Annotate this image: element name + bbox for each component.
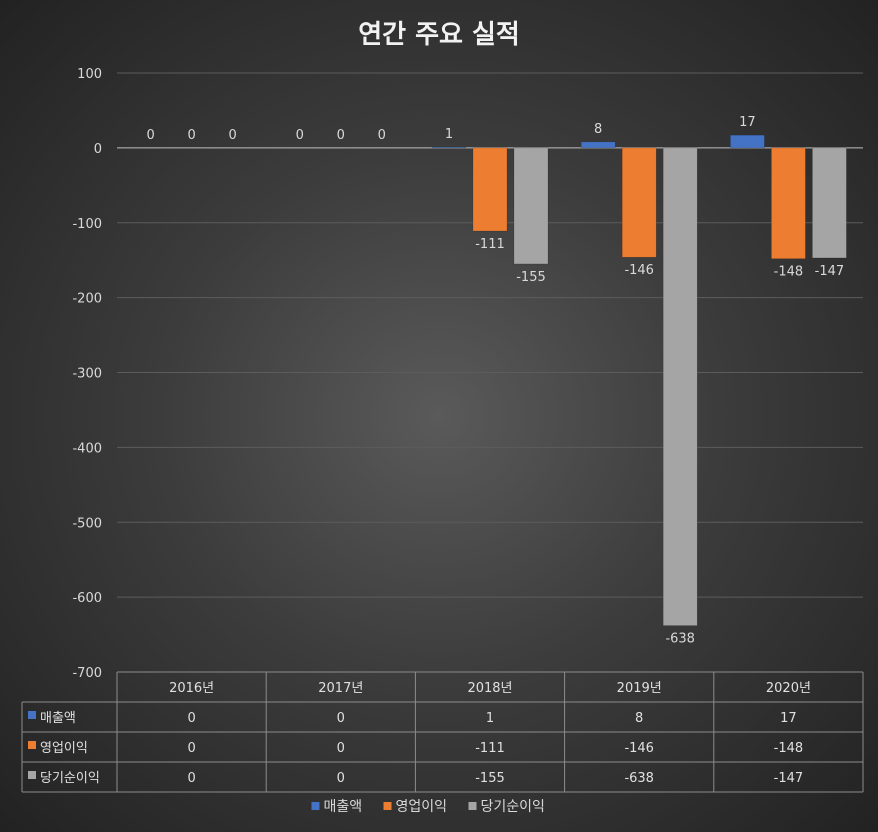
y-tick-label: -500 <box>72 516 102 531</box>
y-tick-label: 0 <box>94 142 102 157</box>
legend-label: 영업이익 <box>396 799 448 815</box>
data-label: -146 <box>624 263 654 278</box>
table-cell: 0 <box>187 741 195 756</box>
y-tick-label: -100 <box>72 217 102 232</box>
bar <box>812 147 847 259</box>
data-label: 8 <box>594 122 602 137</box>
legend: 매출액 영업이익 당기순이익 <box>311 799 545 815</box>
data-label: -148 <box>774 265 804 280</box>
data-label: -155 <box>516 270 546 285</box>
legend-label: 당기순이익 <box>481 799 545 815</box>
table-cell: 0 <box>187 771 195 786</box>
bar <box>662 147 698 626</box>
y-tick-label: 100 <box>77 67 102 82</box>
data-labels: 0 0 0 0 0 0 1 -111 -155 8 -146 -638 17 -148 -147 <box>146 115 844 646</box>
y-axis-ticks: 100 0 -100 -200 -300 -400 -500 -600 -700 <box>72 67 102 681</box>
table-cell: 0 <box>187 711 195 726</box>
bar <box>580 141 616 149</box>
table-cell: 0 <box>337 771 345 786</box>
bar <box>730 134 765 149</box>
table-cell: -111 <box>475 741 505 756</box>
legend-key <box>383 802 392 810</box>
data-label: 0 <box>146 128 154 143</box>
table-header-cell: 2017년 <box>318 681 363 696</box>
table-row-label: 당기순이익 <box>40 771 100 786</box>
y-tick-label: -400 <box>72 441 102 456</box>
data-label: 1 <box>445 127 453 142</box>
bar <box>431 146 467 149</box>
data-label: 17 <box>739 115 756 130</box>
data-label: 0 <box>378 128 386 143</box>
data-label: -147 <box>815 264 845 279</box>
data-label: 0 <box>228 128 236 143</box>
table-header-cell: 2016년 <box>169 681 214 696</box>
table-cell: 0 <box>337 741 345 756</box>
table-cell: -147 <box>774 771 804 786</box>
y-tick-label: -300 <box>72 367 102 382</box>
data-label: 0 <box>337 128 345 143</box>
table-cell: -155 <box>475 771 505 786</box>
legend-label: 매출액 <box>324 799 363 815</box>
table-cell: 0 <box>337 711 345 726</box>
table-cell: -638 <box>624 771 654 786</box>
table-header-cell: 2020년 <box>766 681 811 696</box>
table-legend-key <box>28 741 36 749</box>
bars <box>431 134 847 626</box>
data-label: 0 <box>187 128 195 143</box>
chart-title: 연간 주요 실적 <box>358 20 520 50</box>
data-label: -638 <box>665 632 695 647</box>
table-cell: 8 <box>635 711 643 726</box>
legend-key <box>311 802 320 810</box>
table-cell: -148 <box>774 741 804 756</box>
y-tick-label: -700 <box>72 666 102 681</box>
bar <box>771 147 806 259</box>
data-label: 0 <box>296 128 304 143</box>
y-tick-label: -200 <box>72 292 102 307</box>
table-cell: 1 <box>486 711 494 726</box>
table-header-cell: 2019년 <box>617 681 662 696</box>
table-header-cell: 2018년 <box>467 681 512 696</box>
bar <box>621 147 657 258</box>
table-cell: -146 <box>624 741 654 756</box>
table-row-label: 매출액 <box>40 711 76 726</box>
bar <box>513 147 549 265</box>
bar <box>472 147 508 232</box>
y-tick-label: -600 <box>72 591 102 606</box>
table-cell: 17 <box>780 711 797 726</box>
table-legend-key <box>28 711 36 719</box>
legend-key <box>468 802 477 810</box>
data-label: -111 <box>475 237 505 252</box>
table-legend-key <box>28 771 36 779</box>
table-row-label: 영업이익 <box>40 741 88 756</box>
